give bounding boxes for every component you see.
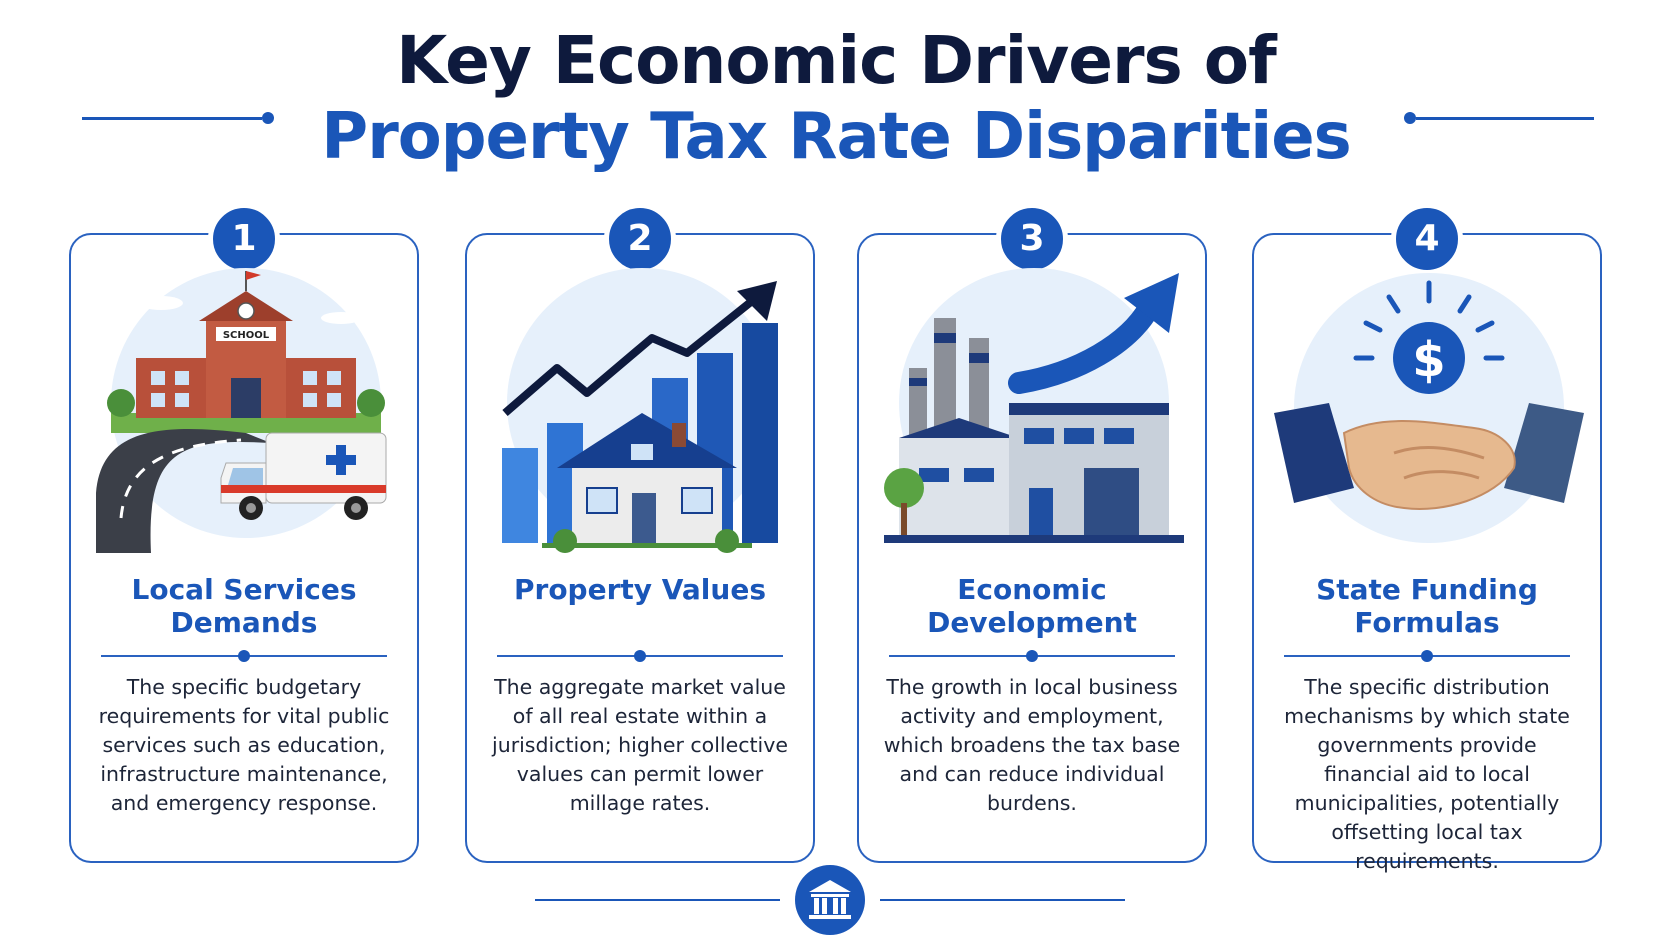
card-divider bbox=[1284, 650, 1570, 662]
divider-dot bbox=[1421, 650, 1433, 662]
card-description: The specific budgetary requirements for … bbox=[98, 675, 390, 815]
title-line-1: Key Economic Drivers of bbox=[396, 22, 1277, 99]
card-divider bbox=[889, 650, 1175, 662]
card-number-badge: 1 bbox=[208, 203, 280, 275]
card-description: The aggregate market value of all real e… bbox=[492, 675, 788, 815]
school-sign-text: SCHOOL bbox=[223, 330, 270, 341]
handshake-dollar-icon: $ bbox=[1274, 273, 1584, 543]
card-property-values: 2 Property Values The aggregate market v… bbox=[465, 203, 815, 863]
card-number-badge: 3 bbox=[996, 203, 1068, 275]
header-decoration-right-dot bbox=[1404, 112, 1416, 124]
footer-line-right bbox=[880, 899, 1125, 901]
footer-line-left bbox=[535, 899, 780, 901]
divider-dot bbox=[238, 650, 250, 662]
card-divider bbox=[497, 650, 783, 662]
school-road-ambulance-icon: SCHOOL bbox=[96, 268, 387, 553]
government-building-icon bbox=[795, 865, 865, 935]
card-description: The specific distribution mechanisms by … bbox=[1284, 675, 1570, 873]
header-decoration-left-dot bbox=[262, 112, 274, 124]
card-title: Property Values bbox=[513, 573, 766, 606]
divider-dot bbox=[1026, 650, 1038, 662]
card-description: The growth in local business activity an… bbox=[883, 675, 1181, 815]
card-title: Local Services Demands bbox=[131, 573, 357, 639]
card-title: Economic Development bbox=[927, 573, 1137, 639]
card-state-funding: 4 $ State Funding Formulas The specific … bbox=[1252, 203, 1602, 873]
card-number-badge: 2 bbox=[604, 203, 676, 275]
factory-growth-arrow-icon bbox=[884, 268, 1184, 543]
card-number-badge: 4 bbox=[1391, 203, 1463, 275]
card-title: State Funding Formulas bbox=[1316, 573, 1538, 639]
card-economic-development: 3 Economic Development The growth in loc… bbox=[857, 203, 1207, 863]
house-rising-chart-icon bbox=[502, 268, 778, 553]
header-decoration-right-line bbox=[1416, 117, 1594, 120]
card-local-services: 1 SCHOOL Local Services Demands The sp bbox=[69, 203, 419, 863]
card-divider bbox=[101, 650, 387, 662]
divider-dot bbox=[634, 650, 646, 662]
dollar-sign-text: $ bbox=[1412, 332, 1445, 388]
header-decoration-left-line bbox=[82, 117, 262, 120]
title-line-2: Property Tax Rate Disparities bbox=[321, 100, 1351, 174]
